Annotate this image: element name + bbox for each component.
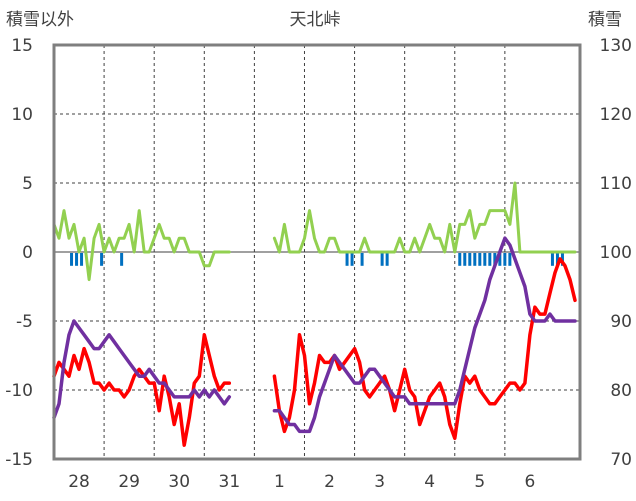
day-label: 1 (274, 472, 285, 492)
left-tick-label: 0 (22, 243, 33, 263)
precip-bar (498, 253, 502, 266)
right-axis-title: 積雪 (588, 10, 622, 30)
precip-bar (385, 253, 389, 266)
precip-bar (488, 253, 492, 266)
left-tick-label: 15 (11, 36, 33, 56)
left-tick-label: -5 (16, 312, 33, 332)
day-label: 31 (219, 472, 241, 492)
precip-bar (75, 253, 79, 266)
right-tick-label: 100 (600, 243, 632, 263)
day-label: 5 (474, 472, 485, 492)
precip-bar (478, 253, 482, 266)
day-label: 30 (168, 472, 190, 492)
precip-bar (493, 253, 497, 266)
right-tick-label: 70 (610, 450, 632, 470)
day-label: 28 (68, 472, 90, 492)
precip-bar (508, 253, 512, 266)
right-tick-label: 120 (600, 105, 632, 125)
precip-bar (100, 253, 104, 266)
precip-bar (120, 253, 124, 266)
plot-frame (52, 43, 582, 461)
day-label: 3 (374, 472, 385, 492)
precip-bar (463, 253, 467, 266)
left-tick-label: 5 (22, 174, 33, 194)
precip-bar (70, 253, 74, 266)
plot-border (52, 43, 582, 461)
left-tick-label: -15 (5, 450, 33, 470)
precip-bar (345, 253, 349, 266)
right-tick-label: 90 (610, 312, 632, 332)
precip-bar (458, 253, 462, 266)
precip-bar (468, 253, 472, 266)
precip-bar (473, 253, 477, 266)
wind-series-line (52, 181, 577, 282)
left-tick-label: -10 (5, 381, 33, 401)
precip-bar (555, 253, 559, 266)
snow_depth-series-line (52, 236, 577, 434)
left-tick-label: 10 (11, 105, 33, 125)
left-axis-title: 積雪以外 (6, 10, 74, 30)
day-label: 29 (118, 472, 140, 492)
precip-bar (80, 253, 84, 266)
chart-title: 天北峠 (290, 10, 341, 30)
day-label: 4 (424, 472, 435, 492)
day-label: 2 (324, 472, 335, 492)
temperature-series-line (52, 257, 577, 447)
right-tick-label: 110 (600, 174, 632, 194)
right-tick-label: 130 (600, 36, 632, 56)
precip-bar (503, 253, 507, 266)
series-layer (52, 181, 577, 447)
precip-bar (550, 253, 554, 266)
precip-bar (350, 253, 354, 266)
right-tick-label: 80 (610, 381, 632, 401)
precip-bar (483, 253, 487, 266)
day-label: 6 (524, 472, 535, 492)
precip-bar (360, 253, 364, 266)
precip-bar (380, 253, 384, 266)
